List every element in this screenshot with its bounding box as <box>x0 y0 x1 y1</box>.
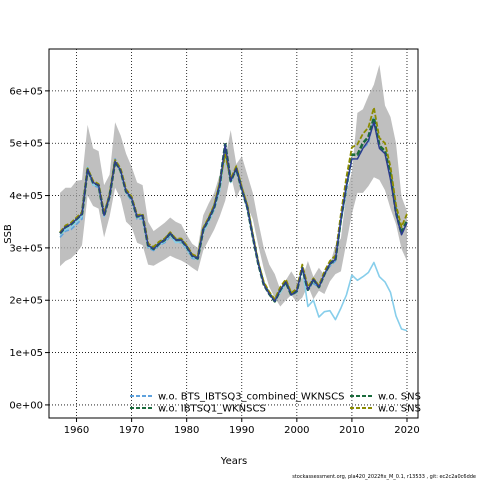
y-axis-ticks: 0e+00 1e+05 2e+05 3e+05 4e+05 5e+05 6e+05 <box>9 86 49 411</box>
x-tick-label: 1970 <box>119 425 144 436</box>
x-tick-label: 1980 <box>174 425 199 436</box>
series-line <box>59 121 408 302</box>
x-tick-label: 2020 <box>394 425 419 436</box>
plot-frame <box>48 48 419 419</box>
confidence-band <box>60 64 407 307</box>
x-axis-ticks: 1960 1970 1980 1990 2000 2010 2020 <box>64 418 420 436</box>
x-tick-label: 2010 <box>339 425 364 436</box>
x-axis-title: Years <box>220 456 247 467</box>
y-tick-label: 2e+05 <box>9 296 43 307</box>
legend-label: w.o. IBTSQ1_WKNSCS <box>158 404 266 415</box>
y-tick-label: 5e+05 <box>9 139 43 150</box>
series-lines <box>59 106 409 332</box>
confidence-band-area <box>60 64 407 307</box>
legend-label: w.o. SNS <box>378 392 421 403</box>
y-tick-label: 0e+00 <box>9 400 43 411</box>
y-tick-label: 6e+05 <box>9 86 43 97</box>
y-tick-label: 4e+05 <box>9 191 43 202</box>
x-tick-label: 1960 <box>64 425 89 436</box>
series-line <box>59 106 408 301</box>
footer-note: stockassessment.org, pla420_2022fix_M_0.… <box>292 474 476 480</box>
legend-label: w.o. BTS_IBTSQ3_combined_WKNSCS <box>158 392 344 403</box>
y-axis-title: SSB <box>3 224 14 244</box>
x-tick-label: 2000 <box>284 425 309 436</box>
legend-label: w.o. SNS <box>378 404 421 415</box>
y-tick-label: 3e+05 <box>9 243 43 254</box>
y-tick-label: 1e+05 <box>9 348 43 359</box>
x-tick-label: 1990 <box>229 425 254 436</box>
